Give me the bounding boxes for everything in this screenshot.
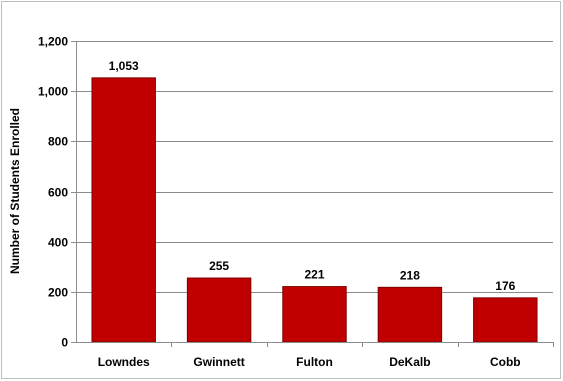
y-tick-label: 1,200 [38, 35, 68, 49]
data-label-dekalb: 218 [400, 268, 420, 282]
y-tick-label: 200 [48, 286, 68, 300]
data-label-cobb: 176 [495, 279, 515, 293]
bar-dekalb [377, 286, 443, 343]
bar-fulton [282, 286, 347, 343]
x-tick-label-dekalb: DeKalb [389, 355, 430, 369]
y-tick-label: 800 [48, 135, 68, 149]
bar-cobb [473, 297, 538, 343]
data-label-lowndes: 1,053 [109, 59, 139, 73]
bars [91, 77, 538, 343]
y-tick-label: 1,000 [38, 85, 68, 99]
bar-gwinnett [186, 277, 252, 343]
data-label-fulton: 221 [304, 268, 324, 282]
y-axis-label: Number of Students Enrolled [8, 108, 22, 274]
y-tick-label: 0 [61, 336, 68, 350]
x-tick-label-fulton: Fulton [296, 355, 333, 369]
x-tick-label-lowndes: Lowndes [98, 355, 150, 369]
x-tick-label-cobb: Cobb [490, 355, 521, 369]
labels: 0 200 400 600 800 1,000 1,200 1,053 Lowndes 255 Gw… [38, 35, 521, 370]
bar-lowndes [91, 77, 156, 343]
axes [71, 41, 554, 347]
data-label-gwinnett: 255 [209, 259, 229, 273]
x-tick-label-gwinnett: Gwinnett [193, 355, 244, 369]
y-tick-label: 400 [48, 236, 68, 250]
y-tick-label: 600 [48, 186, 68, 200]
